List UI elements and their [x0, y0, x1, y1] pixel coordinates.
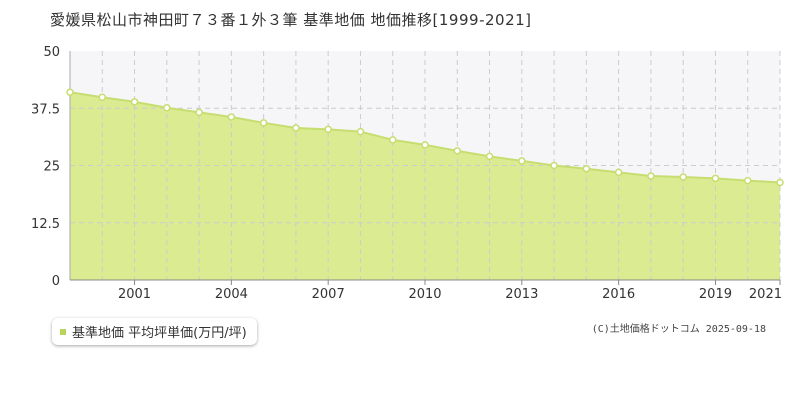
y-tick-label: 50 — [43, 45, 60, 60]
data-point — [292, 124, 300, 132]
data-point — [518, 157, 526, 165]
data-point — [259, 119, 268, 127]
x-tick-label: 2016 — [602, 287, 635, 302]
data-point — [66, 88, 74, 96]
y-tick-label: 37.5 — [31, 102, 60, 117]
data-point — [324, 125, 332, 134]
data-point — [647, 172, 655, 180]
data-point — [388, 136, 397, 144]
y-tick-label: 0 — [52, 274, 60, 289]
x-tick-label: 2021 — [749, 287, 782, 302]
x-tick-label: 2019 — [699, 287, 732, 302]
data-point — [227, 113, 236, 121]
chart-title: 愛媛県松山市神田町７３番１外３筆 基準地価 地価推移[1999-2021] — [50, 11, 532, 29]
legend-label: 基準地価 平均坪単価(万円/坪) — [72, 326, 247, 341]
x-tick-label: 2010 — [408, 287, 441, 302]
data-point — [614, 168, 623, 177]
data-point — [195, 108, 203, 117]
y-tick-label: 25 — [43, 160, 60, 175]
data-point — [130, 98, 139, 106]
x-tick-label: 2004 — [215, 287, 248, 302]
data-point — [679, 173, 687, 181]
legend-swatch — [60, 328, 66, 335]
y-tick-label: 12.5 — [31, 217, 60, 232]
data-point — [550, 161, 558, 170]
x-tick-label: 2013 — [505, 287, 538, 302]
data-point — [356, 127, 365, 136]
legend: 基準地価 平均坪単価(万円/坪) — [52, 318, 257, 345]
x-tick-label: 2001 — [118, 287, 151, 302]
data-point — [582, 164, 591, 173]
data-point — [711, 174, 720, 183]
data-point — [776, 178, 784, 187]
data-point — [421, 141, 429, 149]
data-point — [163, 104, 171, 112]
data-point — [485, 152, 494, 161]
data-point — [98, 93, 107, 102]
x-tick-label: 2007 — [312, 287, 345, 302]
data-point — [453, 147, 462, 155]
data-point — [743, 176, 752, 185]
copyright-text: (C)土地価格ドットコム 2025-09-18 — [591, 324, 766, 335]
